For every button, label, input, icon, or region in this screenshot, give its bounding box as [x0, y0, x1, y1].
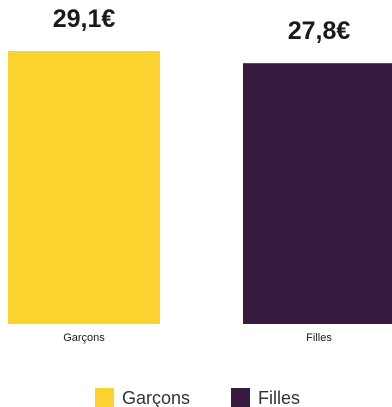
data-label-1: 29,1€: [53, 5, 116, 33]
legend-label-2: Filles: [258, 388, 300, 407]
category-label-2: Filles: [306, 332, 332, 344]
legend-swatch-1: [95, 388, 114, 407]
data-label-2: 27,8€: [288, 17, 351, 45]
bar-1: [8, 51, 160, 324]
legend-swatch-2: [231, 388, 250, 407]
category-label-1: Garçons: [63, 332, 105, 344]
legend-label-1: Garçons: [122, 388, 190, 407]
bar-2: [243, 63, 392, 324]
legend: Garçons Filles: [95, 388, 300, 407]
plot-area: 29,1€ Garçons 27,8€ Filles: [8, 5, 392, 344]
